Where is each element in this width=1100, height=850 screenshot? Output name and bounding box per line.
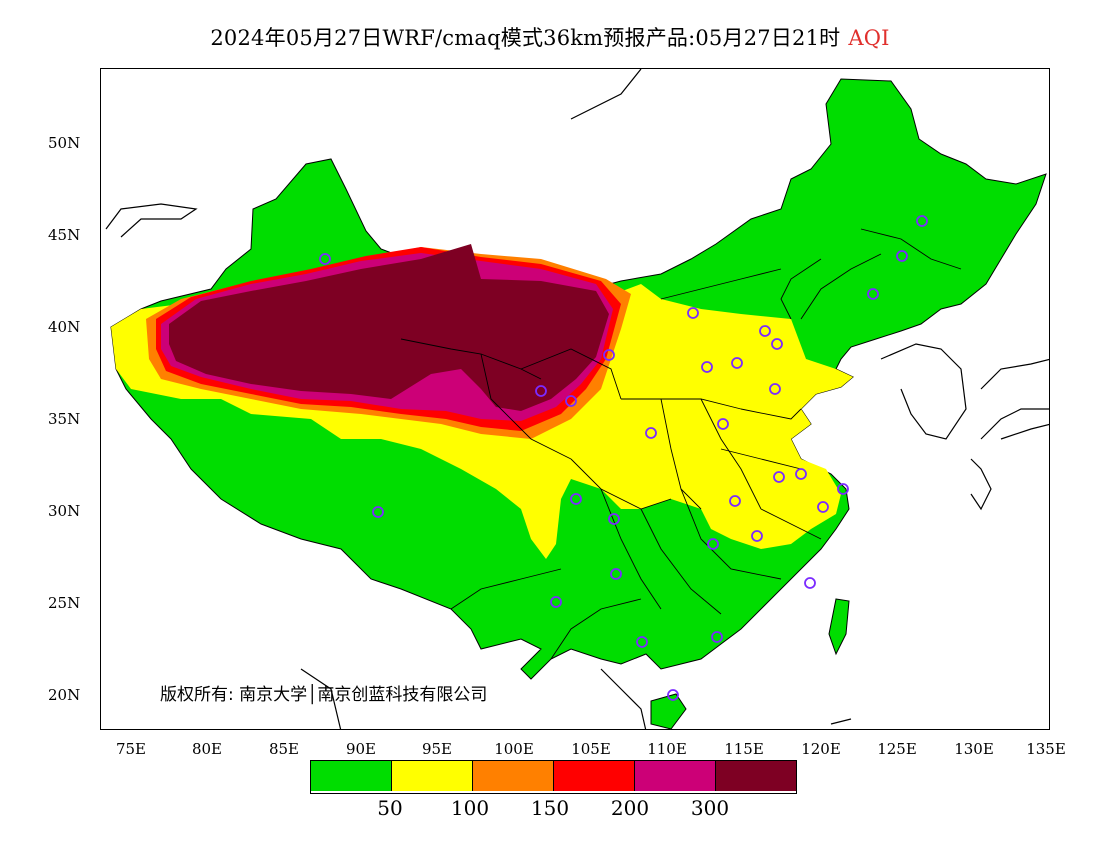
station-marker — [667, 689, 679, 701]
station-marker — [896, 250, 908, 262]
station-marker — [804, 577, 816, 589]
lon-label: 95E — [421, 740, 453, 758]
lon-label: 85E — [268, 740, 300, 758]
lon-label: 100E — [494, 740, 534, 758]
station-marker — [769, 383, 781, 395]
station-marker — [729, 495, 741, 507]
aqi-map — [105, 69, 1049, 729]
station-marker — [817, 501, 829, 513]
island-hainan — [650, 693, 687, 729]
station-marker — [867, 288, 879, 300]
stations — [319, 215, 928, 701]
station-marker — [837, 483, 849, 495]
station-marker — [916, 215, 928, 227]
lon-label: 110E — [647, 740, 687, 758]
station-marker — [759, 325, 771, 337]
legend-label: 50 — [377, 796, 403, 820]
chart-title: 2024年05月27日WRF/cmaq模式36km预报产品:05月27日21时 A… — [0, 22, 1100, 52]
legend-swatch — [391, 761, 472, 791]
lon-label: 90E — [345, 740, 377, 758]
lat-label: 45N — [48, 226, 81, 244]
lat-label: 35N — [48, 410, 81, 428]
station-marker — [795, 468, 807, 480]
map-frame — [100, 68, 1050, 730]
station-marker — [645, 427, 657, 439]
legend-swatch — [553, 761, 634, 791]
title-main: 2024年05月27日WRF/cmaq模式36km预报产品:05月27日21时 — [210, 26, 841, 50]
legend-swatch — [311, 761, 391, 791]
lon-label: 135E — [1026, 740, 1066, 758]
lon-label: 115E — [724, 740, 764, 758]
station-marker — [711, 631, 723, 643]
lat-label: 30N — [48, 502, 81, 520]
lat-label: 40N — [48, 318, 81, 336]
lat-label: 50N — [48, 134, 81, 152]
color-legend — [310, 760, 797, 794]
lon-label: 125E — [877, 740, 917, 758]
legend-swatch — [715, 761, 796, 791]
station-marker — [603, 349, 615, 361]
legend-swatch — [634, 761, 715, 791]
station-marker — [687, 307, 699, 319]
station-marker — [535, 385, 547, 397]
station-marker — [751, 530, 763, 542]
legend-swatch — [472, 761, 553, 791]
station-marker — [608, 513, 620, 525]
title-variable: AQI — [848, 26, 890, 50]
copyright-notice: 版权所有: 南京大学│南京创蓝科技有限公司 — [160, 685, 488, 705]
station-marker — [610, 568, 622, 580]
station-marker — [771, 338, 783, 350]
lon-label: 75E — [115, 740, 147, 758]
legend-label: 300 — [690, 796, 730, 820]
lon-label: 130E — [954, 740, 994, 758]
legend-label: 100 — [450, 796, 490, 820]
station-marker — [319, 253, 331, 265]
station-marker — [731, 357, 743, 369]
station-marker — [565, 395, 577, 407]
lat-label: 25N — [48, 594, 81, 612]
lon-label: 80E — [191, 740, 223, 758]
lon-label: 105E — [571, 740, 611, 758]
station-marker — [636, 636, 648, 648]
lat-label: 20N — [48, 686, 81, 704]
station-marker — [372, 506, 384, 518]
aqi-region-hazardous — [169, 244, 609, 411]
station-marker — [570, 493, 582, 505]
station-marker — [550, 596, 562, 608]
province-borders — [400, 228, 962, 660]
island-taiwan — [828, 598, 850, 656]
legend-label: 200 — [610, 796, 650, 820]
station-marker — [717, 418, 729, 430]
station-marker — [701, 361, 713, 373]
lon-label: 120E — [801, 740, 841, 758]
station-marker — [707, 538, 719, 550]
legend-label: 150 — [530, 796, 570, 820]
station-marker — [773, 471, 785, 483]
coastlines — [105, 69, 1049, 729]
